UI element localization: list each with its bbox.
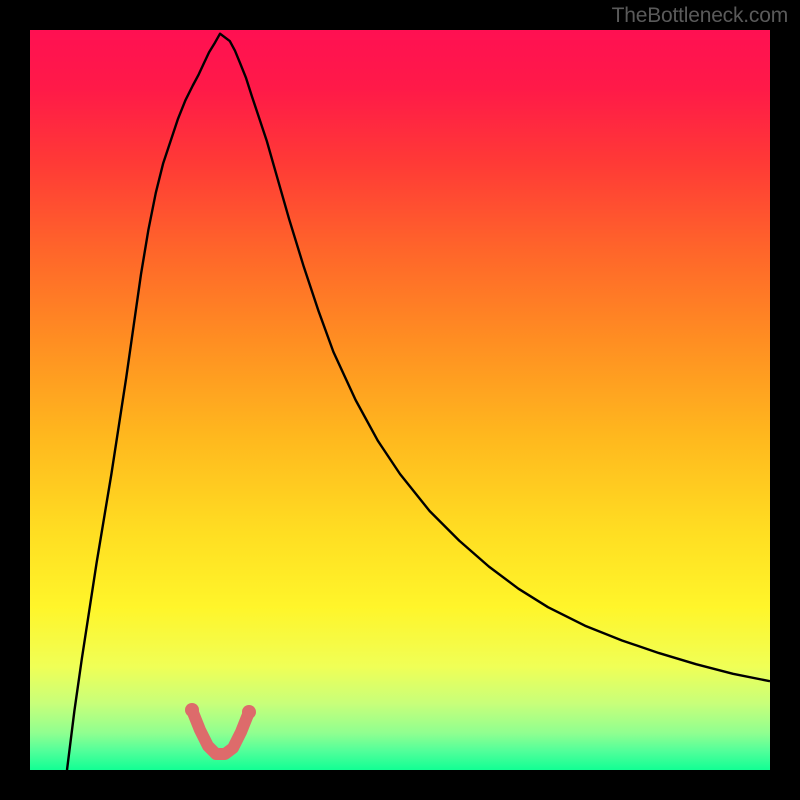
plot-area xyxy=(30,30,770,770)
dip-overlay xyxy=(185,703,256,754)
bottleneck-curve xyxy=(67,34,770,770)
watermark-text: TheBottleneck.com xyxy=(612,4,788,28)
chart-curve-layer xyxy=(30,30,770,770)
